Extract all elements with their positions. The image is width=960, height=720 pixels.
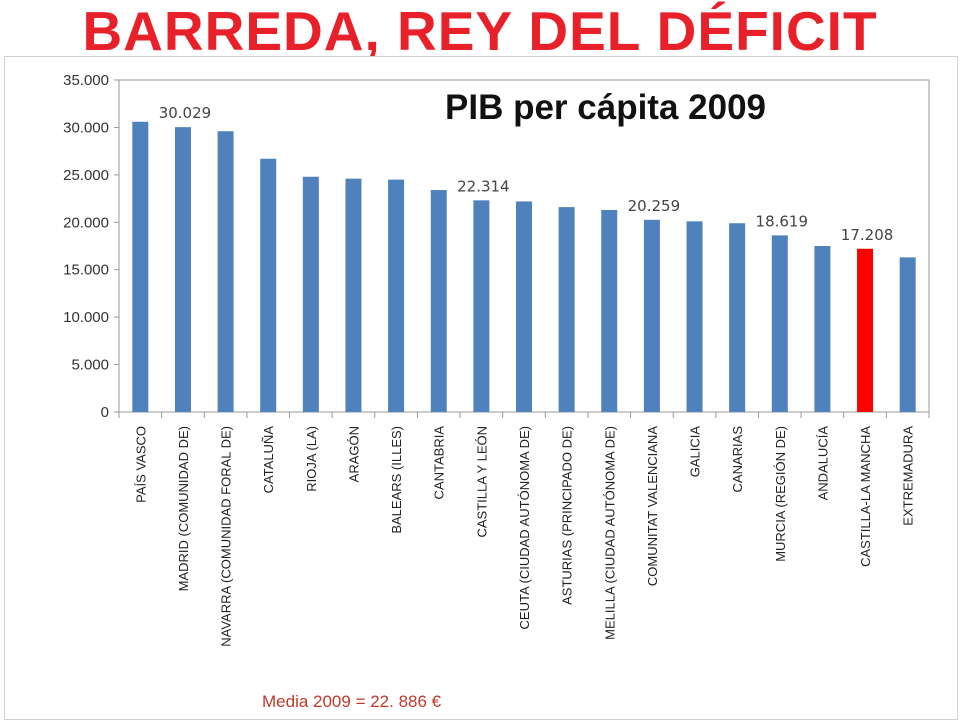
x-tick-label: BALEARS (ILLES) bbox=[389, 426, 404, 534]
y-tick-label: 35.000 bbox=[63, 72, 109, 89]
x-tick-label: ASTURIAS (PRINCIPADO DE) bbox=[560, 426, 575, 605]
average-footnote: Media 2009 = 22. 886 € bbox=[262, 692, 442, 711]
bar-16 bbox=[814, 246, 831, 412]
bar-8 bbox=[473, 200, 490, 412]
x-tick-label: ANDALUCÍA bbox=[815, 426, 830, 501]
bar-7 bbox=[430, 190, 447, 412]
bar-2 bbox=[217, 131, 234, 413]
x-tick-label: CEUTA (CIUDAD AUTÓNOMA DE) bbox=[517, 426, 532, 629]
chart-labels: 0 5.000 10.000 15.000 20.000 25.000 30.000 35.0… bbox=[63, 72, 916, 647]
bar-18 bbox=[899, 257, 916, 412]
x-tick-label: CASTILLA Y LEÓN bbox=[474, 426, 489, 538]
bar-4 bbox=[302, 176, 319, 412]
x-tick-label: ARAGÓN bbox=[346, 426, 361, 482]
y-tick-label: 15.000 bbox=[63, 262, 109, 279]
x-tick-label: MELILLA (CIUDAD AUTÓNOMA DE) bbox=[602, 426, 617, 640]
bar-11 bbox=[601, 209, 618, 412]
bar-6 bbox=[388, 179, 405, 412]
x-tick-label: PAÍS VASCO bbox=[133, 426, 148, 503]
y-tick-label: 25.000 bbox=[63, 167, 109, 184]
x-tick-label: GALICIA bbox=[688, 426, 703, 478]
y-tick-label: 10.000 bbox=[63, 309, 109, 326]
x-tick-label: CANARIAS bbox=[730, 426, 745, 493]
data-label: 30.029 bbox=[159, 104, 212, 122]
y-tick-label: 30.000 bbox=[63, 119, 109, 136]
x-tick-label: CATALUÑA bbox=[261, 426, 276, 494]
data-label: 17.208 bbox=[841, 226, 894, 244]
bar-14 bbox=[729, 223, 746, 412]
slide-title: BARREDA, REY DEL DÉFICIT bbox=[82, 0, 878, 62]
bar-10 bbox=[558, 207, 575, 412]
bar-3 bbox=[260, 158, 277, 412]
bar-15 bbox=[771, 235, 788, 412]
x-tick-label: NAVARRA (COMUNIDAD FORAL DE) bbox=[219, 426, 234, 647]
bar-9 bbox=[516, 201, 532, 412]
bar-0 bbox=[132, 121, 149, 412]
y-tick-label: 20.000 bbox=[63, 214, 109, 231]
x-tick-label: EXTREMADURA bbox=[901, 426, 916, 526]
x-tick-label: CASTILLA-LA MANCHA bbox=[858, 426, 873, 567]
data-label: 20.259 bbox=[628, 197, 681, 215]
data-label: 18.619 bbox=[756, 212, 809, 230]
bar-12 bbox=[643, 219, 660, 412]
x-tick-label: CANTABRIA bbox=[432, 426, 447, 500]
y-tick-label: 0 bbox=[101, 404, 109, 421]
bar-13 bbox=[686, 221, 703, 412]
y-tick-label: 5.000 bbox=[71, 357, 109, 374]
x-tick-label: RIOJA (LA) bbox=[304, 426, 319, 492]
chart-title: PIB per cápita 2009 bbox=[445, 88, 766, 127]
bar-1 bbox=[174, 127, 191, 412]
data-label: 22.314 bbox=[457, 177, 510, 195]
x-tick-label: MURCIA (REGIÓN DE) bbox=[773, 426, 788, 562]
x-tick-label: COMUNITAT VALENCIANA bbox=[645, 426, 660, 586]
x-tick-label: MADRID (COMUNIDAD DE) bbox=[176, 426, 191, 591]
bar-17 bbox=[857, 248, 874, 412]
bar-5 bbox=[345, 178, 362, 412]
chart-bars bbox=[132, 121, 916, 413]
